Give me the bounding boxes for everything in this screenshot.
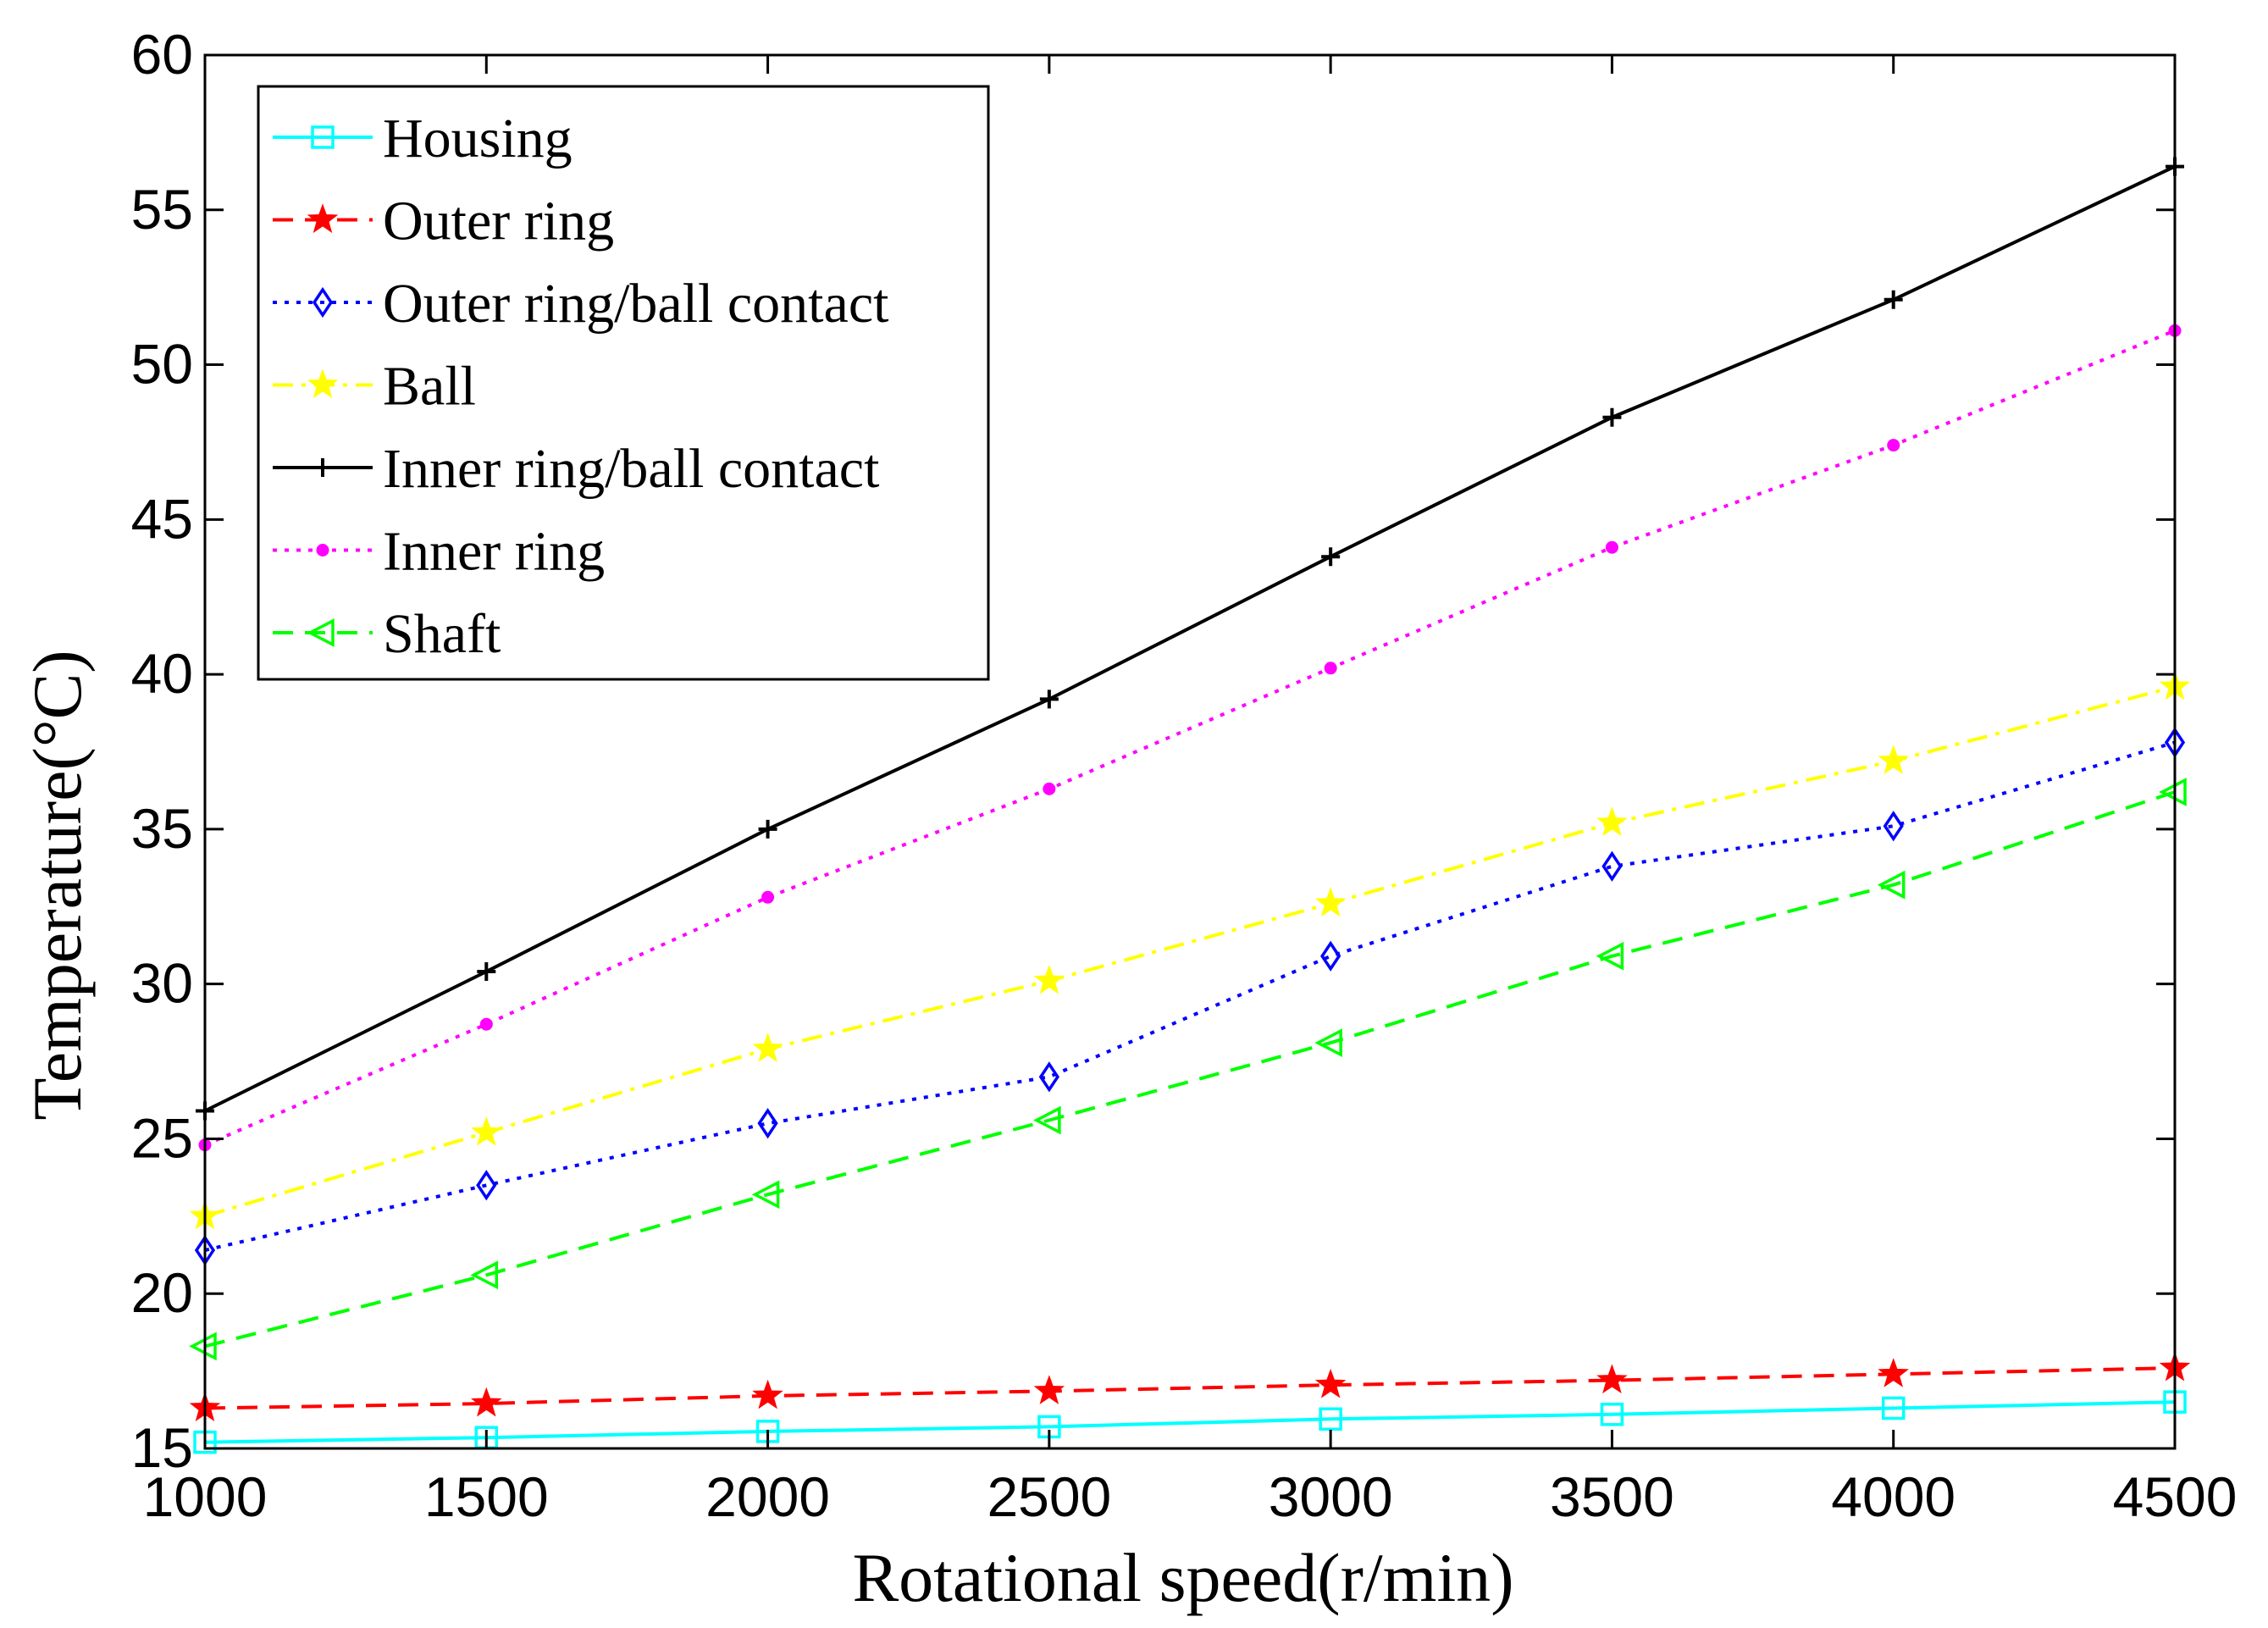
- data-point-outer-ring-3000: [1314, 1368, 1347, 1398]
- legend-item-housing: Housing: [273, 108, 573, 169]
- y-tick-label-45: 45: [131, 487, 193, 550]
- legend-marker-inner-ring: [316, 544, 329, 557]
- y-tick-label-60: 60: [131, 23, 193, 86]
- legend-label-ball: Ball: [383, 356, 476, 418]
- data-point-outer-ring-ball-contact-2000: [757, 1108, 778, 1139]
- data-point-inner-ring-1500: [479, 1017, 493, 1031]
- legend-item-shaft: Shaft: [273, 603, 501, 665]
- legend-label-shaft: Shaft: [383, 603, 501, 665]
- legend-marker-inner-ring-ball-contact: [313, 458, 332, 477]
- y-tick-label-35: 35: [131, 797, 193, 860]
- legend-label-outer-ring: Outer ring: [383, 191, 614, 252]
- x-axis-title: Rotational speed(r/min): [852, 1539, 1513, 1616]
- x-tick-label-4000: 4000: [1831, 1465, 1955, 1528]
- data-point-ball-2500: [1033, 964, 1065, 994]
- data-point-outer-ring-4000: [1878, 1358, 1909, 1387]
- legend-item-inner-ring: Inner ring: [273, 521, 605, 583]
- data-point-inner-ring-2500: [1043, 782, 1056, 795]
- data-point-housing-4000: [1881, 1396, 1906, 1420]
- data-point-inner-ring-ball-contact-2000: [758, 819, 777, 839]
- data-point-inner-ring-3500: [1605, 540, 1618, 554]
- series-line-shaft: [204, 790, 2176, 1348]
- series-layer: [189, 157, 2191, 1454]
- data-point-inner-ring-ball-contact-2500: [1039, 689, 1059, 709]
- y-tick-label-15: 15: [131, 1416, 193, 1479]
- data-point-shaft-2000: [751, 1180, 780, 1210]
- x-tick-label-1000: 1000: [143, 1465, 268, 1528]
- data-point-outer-ring-ball-contact-1500: [476, 1170, 497, 1201]
- series-outer-ring: [189, 1351, 2191, 1421]
- data-point-ball-3000: [1314, 887, 1347, 917]
- data-point-inner-ring-ball-contact-4000: [1884, 290, 1903, 309]
- series-line-ball: [204, 684, 2176, 1218]
- legend-marker-housing: [311, 125, 335, 149]
- data-point-shaft-1500: [470, 1260, 499, 1290]
- data-point-shaft-2500: [1033, 1105, 1061, 1135]
- series-line-inner-ring-ball-contact: [204, 164, 2176, 1113]
- legend-label-housing: Housing: [383, 108, 573, 169]
- legend-label-outer-ring-ball-contact: Outer ring/ball contact: [383, 273, 888, 335]
- legend: Housing Outer ring Outer ring/ball contact…: [257, 85, 990, 681]
- data-point-inner-ring-2000: [761, 890, 775, 904]
- data-point-housing-3500: [1600, 1403, 1624, 1426]
- y-tick-label-55: 55: [131, 178, 193, 241]
- legend-marker-ball: [307, 368, 339, 399]
- data-point-outer-ring-3500: [1596, 1364, 1628, 1394]
- y-tick-label-30: 30: [131, 952, 193, 1015]
- series-line-inner-ring: [204, 329, 2176, 1147]
- data-point-ball-4000: [1878, 745, 1909, 774]
- y-tick-label-50: 50: [131, 333, 193, 396]
- data-point-housing-3000: [1319, 1407, 1342, 1431]
- x-tick-label-3500: 3500: [1550, 1465, 1674, 1528]
- data-point-shaft-4000: [1877, 870, 1906, 900]
- x-tick-label-4500: 4500: [2113, 1465, 2238, 1528]
- x-tick-label-1500: 1500: [424, 1465, 549, 1528]
- legend-item-outer-ring: Outer ring: [273, 191, 614, 252]
- legend-marker-outer-ring: [307, 203, 339, 234]
- x-tick-label-2000: 2000: [705, 1465, 830, 1528]
- data-point-inner-ring-ball-contact-1500: [477, 962, 496, 982]
- data-point-inner-ring-ball-contact-3500: [1602, 407, 1622, 427]
- x-tick-label-2500: 2500: [987, 1465, 1111, 1528]
- legend-box: [257, 85, 990, 681]
- legend-marker-outer-ring-ball-contact: [312, 286, 334, 318]
- y-tick-label-25: 25: [131, 1106, 193, 1169]
- data-point-outer-ring-ball-contact-2500: [1038, 1061, 1059, 1093]
- data-point-inner-ring-ball-contact-3000: [1321, 547, 1341, 567]
- y-tick-label-20: 20: [131, 1261, 193, 1324]
- data-point-outer-ring-ball-contact-3000: [1320, 940, 1341, 972]
- axes-layer: 1000 1500 2000 2500 3000 3500 4000 4500 15 20 25 30…: [131, 23, 2238, 1528]
- data-point-ball-1500: [471, 1116, 502, 1146]
- series-housing: [193, 1390, 2187, 1454]
- data-point-shaft-3500: [1596, 941, 1624, 971]
- plot-frame: [203, 53, 2177, 1450]
- legend-label-inner-ring: Inner ring: [383, 521, 605, 583]
- data-point-outer-ring-2500: [1033, 1375, 1065, 1404]
- data-point-shaft-3000: [1314, 1028, 1342, 1058]
- data-point-outer-ring-2000: [752, 1379, 783, 1409]
- series-line-outer-ring: [204, 1366, 2176, 1410]
- legend-label-inner-ring-ball-contact: Inner ring/ball contact: [383, 438, 879, 500]
- x-tick-label-3000: 3000: [1269, 1465, 1393, 1528]
- legend-item-outer-ring-ball-contact: Outer ring/ball contact: [273, 273, 888, 335]
- y-tick-label-40: 40: [131, 642, 193, 705]
- legend-item-ball: Ball: [273, 356, 476, 418]
- data-point-ball-3500: [1596, 806, 1628, 837]
- data-point-ball-2000: [752, 1033, 783, 1062]
- y-axis-title: Temperature(°C): [19, 650, 96, 1120]
- data-point-outer-ring-1500: [471, 1387, 502, 1417]
- data-point-outer-ring-ball-contact-4000: [1883, 811, 1904, 842]
- series-line-housing: [204, 1400, 2176, 1444]
- legend-item-inner-ring-ball-contact: Inner ring/ball contact: [273, 438, 879, 500]
- legend-marker-shaft: [307, 618, 335, 647]
- data-point-outer-ring-ball-contact-3500: [1601, 850, 1623, 882]
- data-point-inner-ring-3000: [1324, 662, 1337, 675]
- data-point-inner-ring-4000: [1887, 439, 1900, 452]
